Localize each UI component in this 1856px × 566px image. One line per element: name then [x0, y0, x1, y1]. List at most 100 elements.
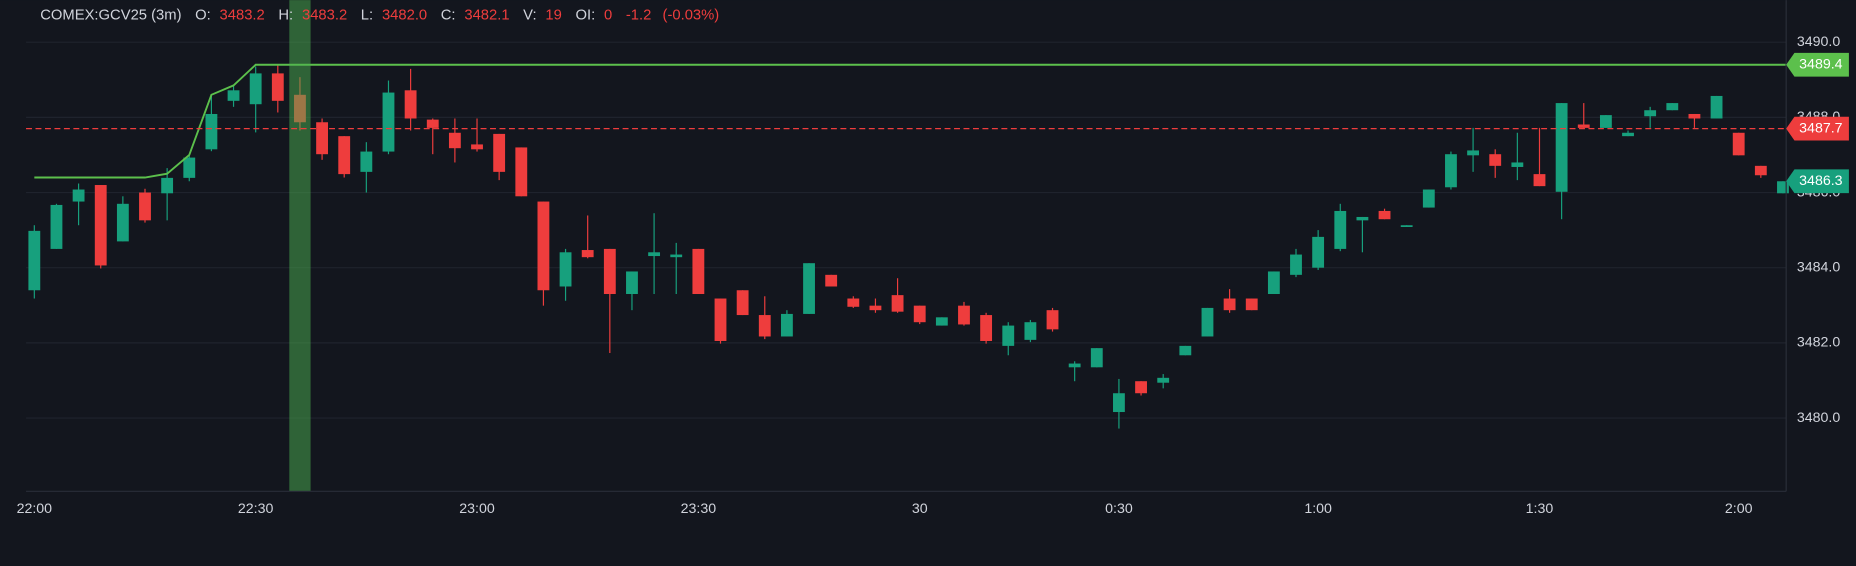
- candle-body: [1511, 162, 1524, 167]
- candle-body: [1400, 225, 1413, 228]
- candle-body: [1312, 236, 1325, 268]
- candle-body: [227, 90, 240, 101]
- candle-body: [1445, 154, 1457, 188]
- field-label: H:: [278, 7, 293, 23]
- candle-body: [626, 271, 638, 295]
- candle-body: [1024, 322, 1037, 340]
- candle-body: [1666, 103, 1679, 111]
- candle-body: [1002, 325, 1015, 346]
- candle-body: [1688, 113, 1701, 119]
- candle-body: [714, 298, 727, 341]
- candle-body: [758, 315, 771, 337]
- candle-body: [803, 263, 815, 314]
- field-label: OI:: [575, 7, 595, 23]
- y-tick-label: 3484.0: [1797, 259, 1841, 275]
- candle-body: [94, 185, 107, 266]
- candle-body: [825, 274, 838, 287]
- candle-body: [692, 248, 705, 295]
- candle-body: [471, 144, 483, 150]
- candle-body: [1378, 210, 1391, 220]
- candle-body: [1577, 124, 1590, 128]
- candle-body: [1090, 348, 1103, 368]
- indicator-line: [34, 63, 1787, 179]
- candle-body: [493, 133, 506, 172]
- candle-body: [847, 298, 860, 307]
- candle-body: [980, 315, 993, 341]
- candle-body: [1710, 95, 1723, 119]
- candle-body: [426, 119, 439, 128]
- candle-body: [1046, 310, 1059, 330]
- candle-body: [1267, 271, 1280, 295]
- y-tick-label: 3480.0: [1797, 410, 1841, 426]
- x-tick-label: 0:30: [1105, 501, 1133, 517]
- candle-body: [116, 203, 129, 242]
- candle-body: [205, 113, 218, 150]
- x-tick-label: 30: [912, 501, 928, 517]
- candle-body: [161, 177, 174, 194]
- field-value: 3483.2: [302, 7, 347, 23]
- change: -1.2: [626, 7, 651, 23]
- candle-body: [1489, 154, 1502, 166]
- ohlc-header: COMEX:GCV25 (3m) O: 3483.2 H: 3483.2 L: …: [40, 7, 719, 23]
- x-tick-label: 22:00: [17, 501, 53, 517]
- x-tick-label: 23:30: [681, 501, 717, 517]
- symbol: COMEX:GCV25 (3m): [40, 7, 181, 23]
- candle-body: [1754, 165, 1767, 176]
- candle-body: [360, 151, 373, 172]
- price-badge: [1786, 52, 1849, 77]
- field-value: 19: [545, 7, 561, 23]
- candle-body: [404, 90, 417, 119]
- candle-body: [249, 73, 262, 105]
- candle-body: [1068, 363, 1081, 368]
- candle-body: [1777, 181, 1789, 194]
- candle-body: [28, 230, 41, 291]
- candle-body: [382, 92, 395, 152]
- x-tick-label: 22:30: [238, 501, 274, 517]
- price-badge-label: 3487.7: [1799, 120, 1843, 136]
- candle-body: [338, 136, 351, 175]
- candle-body: [139, 192, 151, 221]
- candle-body: [537, 201, 550, 291]
- field-label: C:: [441, 7, 456, 23]
- x-tick-label: 1:30: [1526, 501, 1554, 517]
- candle-body: [1422, 189, 1435, 208]
- candle-body: [271, 73, 284, 101]
- candle-body: [1179, 345, 1192, 356]
- field-value: 3482.1: [464, 7, 509, 23]
- candle-body: [1732, 132, 1745, 156]
- x-tick-label: 2:00: [1725, 501, 1753, 517]
- candle-body: [515, 147, 528, 197]
- candle-body: [1555, 103, 1568, 192]
- y-tick-label: 3482.0: [1797, 335, 1841, 351]
- axes: 3480.03482.03484.03486.03488.03490.022:0…: [17, 34, 1849, 517]
- field-value: 3483.2: [220, 7, 265, 23]
- candle-body: [736, 290, 749, 316]
- candle-body: [50, 204, 63, 249]
- y-tick-label: 3490.0: [1797, 34, 1841, 50]
- candle-body: [603, 248, 616, 295]
- candle-body: [891, 295, 904, 312]
- candle-body: [869, 305, 882, 311]
- candle-body: [780, 313, 793, 337]
- candle-body: [648, 252, 661, 257]
- candle-body: [581, 250, 594, 258]
- candle-body: [1135, 381, 1147, 394]
- candle-body: [1245, 298, 1258, 311]
- cursor-band: [289, 0, 311, 492]
- candle-body: [670, 254, 683, 258]
- candle-body: [913, 305, 926, 323]
- x-tick-label: 23:00: [459, 501, 495, 517]
- candle-body: [1622, 132, 1634, 137]
- candle-body: [935, 317, 948, 326]
- candle-body: [448, 132, 461, 149]
- candle-body: [1223, 298, 1236, 311]
- candle-body: [1290, 254, 1302, 275]
- candle-body: [1356, 216, 1369, 221]
- price-badge: [1786, 116, 1849, 141]
- plot: [26, 0, 1789, 492]
- candle-body: [72, 189, 85, 202]
- price-badge: [1786, 169, 1849, 194]
- change-pct: (-0.03%): [663, 7, 720, 23]
- candle-body: [316, 122, 328, 155]
